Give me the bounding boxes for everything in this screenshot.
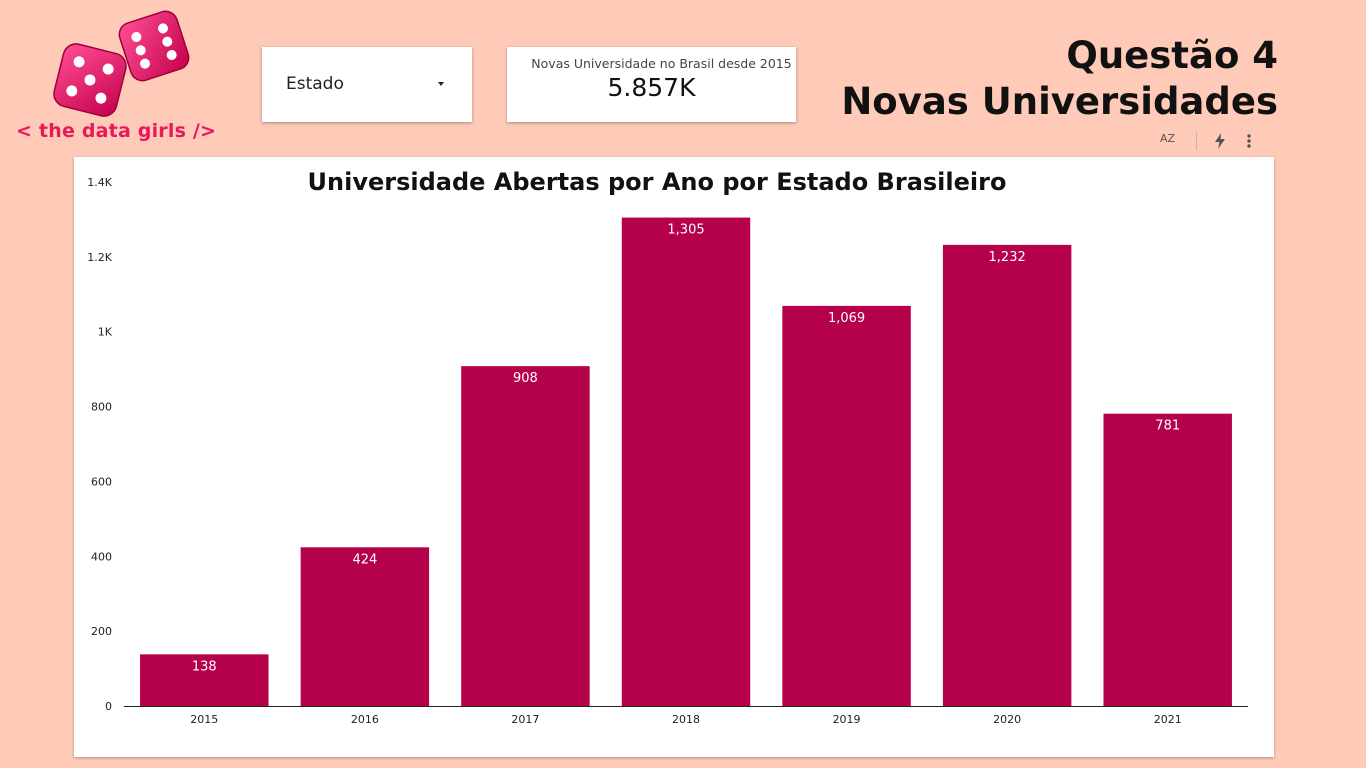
- x-tick-label: 2021: [1154, 713, 1182, 726]
- data-label: 1,232: [989, 250, 1026, 265]
- x-tick-label: 2020: [993, 713, 1021, 726]
- lightning-icon[interactable]: [1214, 133, 1226, 149]
- y-tick-label: 1K: [98, 326, 113, 339]
- brand-logo: < the data girls />: [12, 8, 237, 148]
- bar[interactable]: [461, 366, 590, 706]
- x-tick-label: 2016: [351, 713, 379, 726]
- data-label: 908: [513, 371, 538, 386]
- estado-filter-dropdown[interactable]: Estado: [262, 47, 472, 122]
- bar[interactable]: [1103, 413, 1232, 706]
- data-label: 781: [1155, 419, 1180, 434]
- y-tick-label: 1.2K: [87, 251, 112, 264]
- bar[interactable]: [140, 654, 269, 706]
- chart-toolbar: AZ: [1156, 130, 1266, 154]
- caret-down-icon: [438, 82, 444, 86]
- chart-title: Universidade Abertas por Ano por Estado …: [308, 168, 1007, 196]
- data-label: 1,069: [828, 311, 865, 326]
- y-tick-label: 600: [91, 475, 112, 488]
- bar[interactable]: [942, 244, 1072, 706]
- kpi-value: 5.857K: [607, 73, 696, 102]
- more-vert-icon[interactable]: [1246, 133, 1252, 149]
- y-tick-label: 1.4K: [87, 176, 112, 189]
- bars: 138 424 908 1,305 1,069 1,232 781: [140, 217, 1232, 707]
- estado-filter-label: Estado: [286, 74, 344, 94]
- bar[interactable]: [300, 547, 430, 706]
- y-tick-label: 800: [91, 401, 112, 414]
- bar[interactable]: [782, 305, 911, 706]
- y-tick-label: 200: [91, 625, 112, 638]
- y-tick-label: 0: [105, 700, 112, 713]
- y-axis: 0 200 400 600 800 1K 1.2K 1.4K: [87, 176, 112, 713]
- data-label: 424: [352, 552, 377, 567]
- toolbar-divider: [1196, 132, 1197, 150]
- kpi-label: Novas Universidade no Brasil desde 2015: [531, 56, 792, 71]
- x-tick-label: 2018: [672, 713, 700, 726]
- page-title: Questão 4 Novas Universidades: [841, 33, 1278, 125]
- page-title-line-2: Novas Universidades: [841, 80, 1278, 123]
- x-tick-label: 2019: [833, 713, 861, 726]
- page-title-line-1: Questão 4: [1066, 34, 1278, 77]
- dice-icon: [53, 10, 190, 117]
- brand-name: < the data girls />: [16, 120, 217, 142]
- x-axis: 2015 2016 2017 2018 2019 2020 2021: [124, 706, 1248, 726]
- data-label: 138: [192, 659, 217, 674]
- x-tick-label: 2017: [511, 713, 539, 726]
- data-label: 1,305: [667, 223, 704, 238]
- bar-chart: Universidade Abertas por Ano por Estado …: [87, 168, 1248, 726]
- sort-az-icon[interactable]: AZ: [1160, 132, 1176, 145]
- x-tick-label: 2015: [190, 713, 218, 726]
- bar-chart-card: Universidade Abertas por Ano por Estado …: [74, 157, 1274, 757]
- kpi-scorecard: Novas Universidade no Brasil desde 2015 …: [507, 47, 796, 122]
- y-tick-label: 400: [91, 550, 112, 563]
- bar[interactable]: [621, 217, 751, 707]
